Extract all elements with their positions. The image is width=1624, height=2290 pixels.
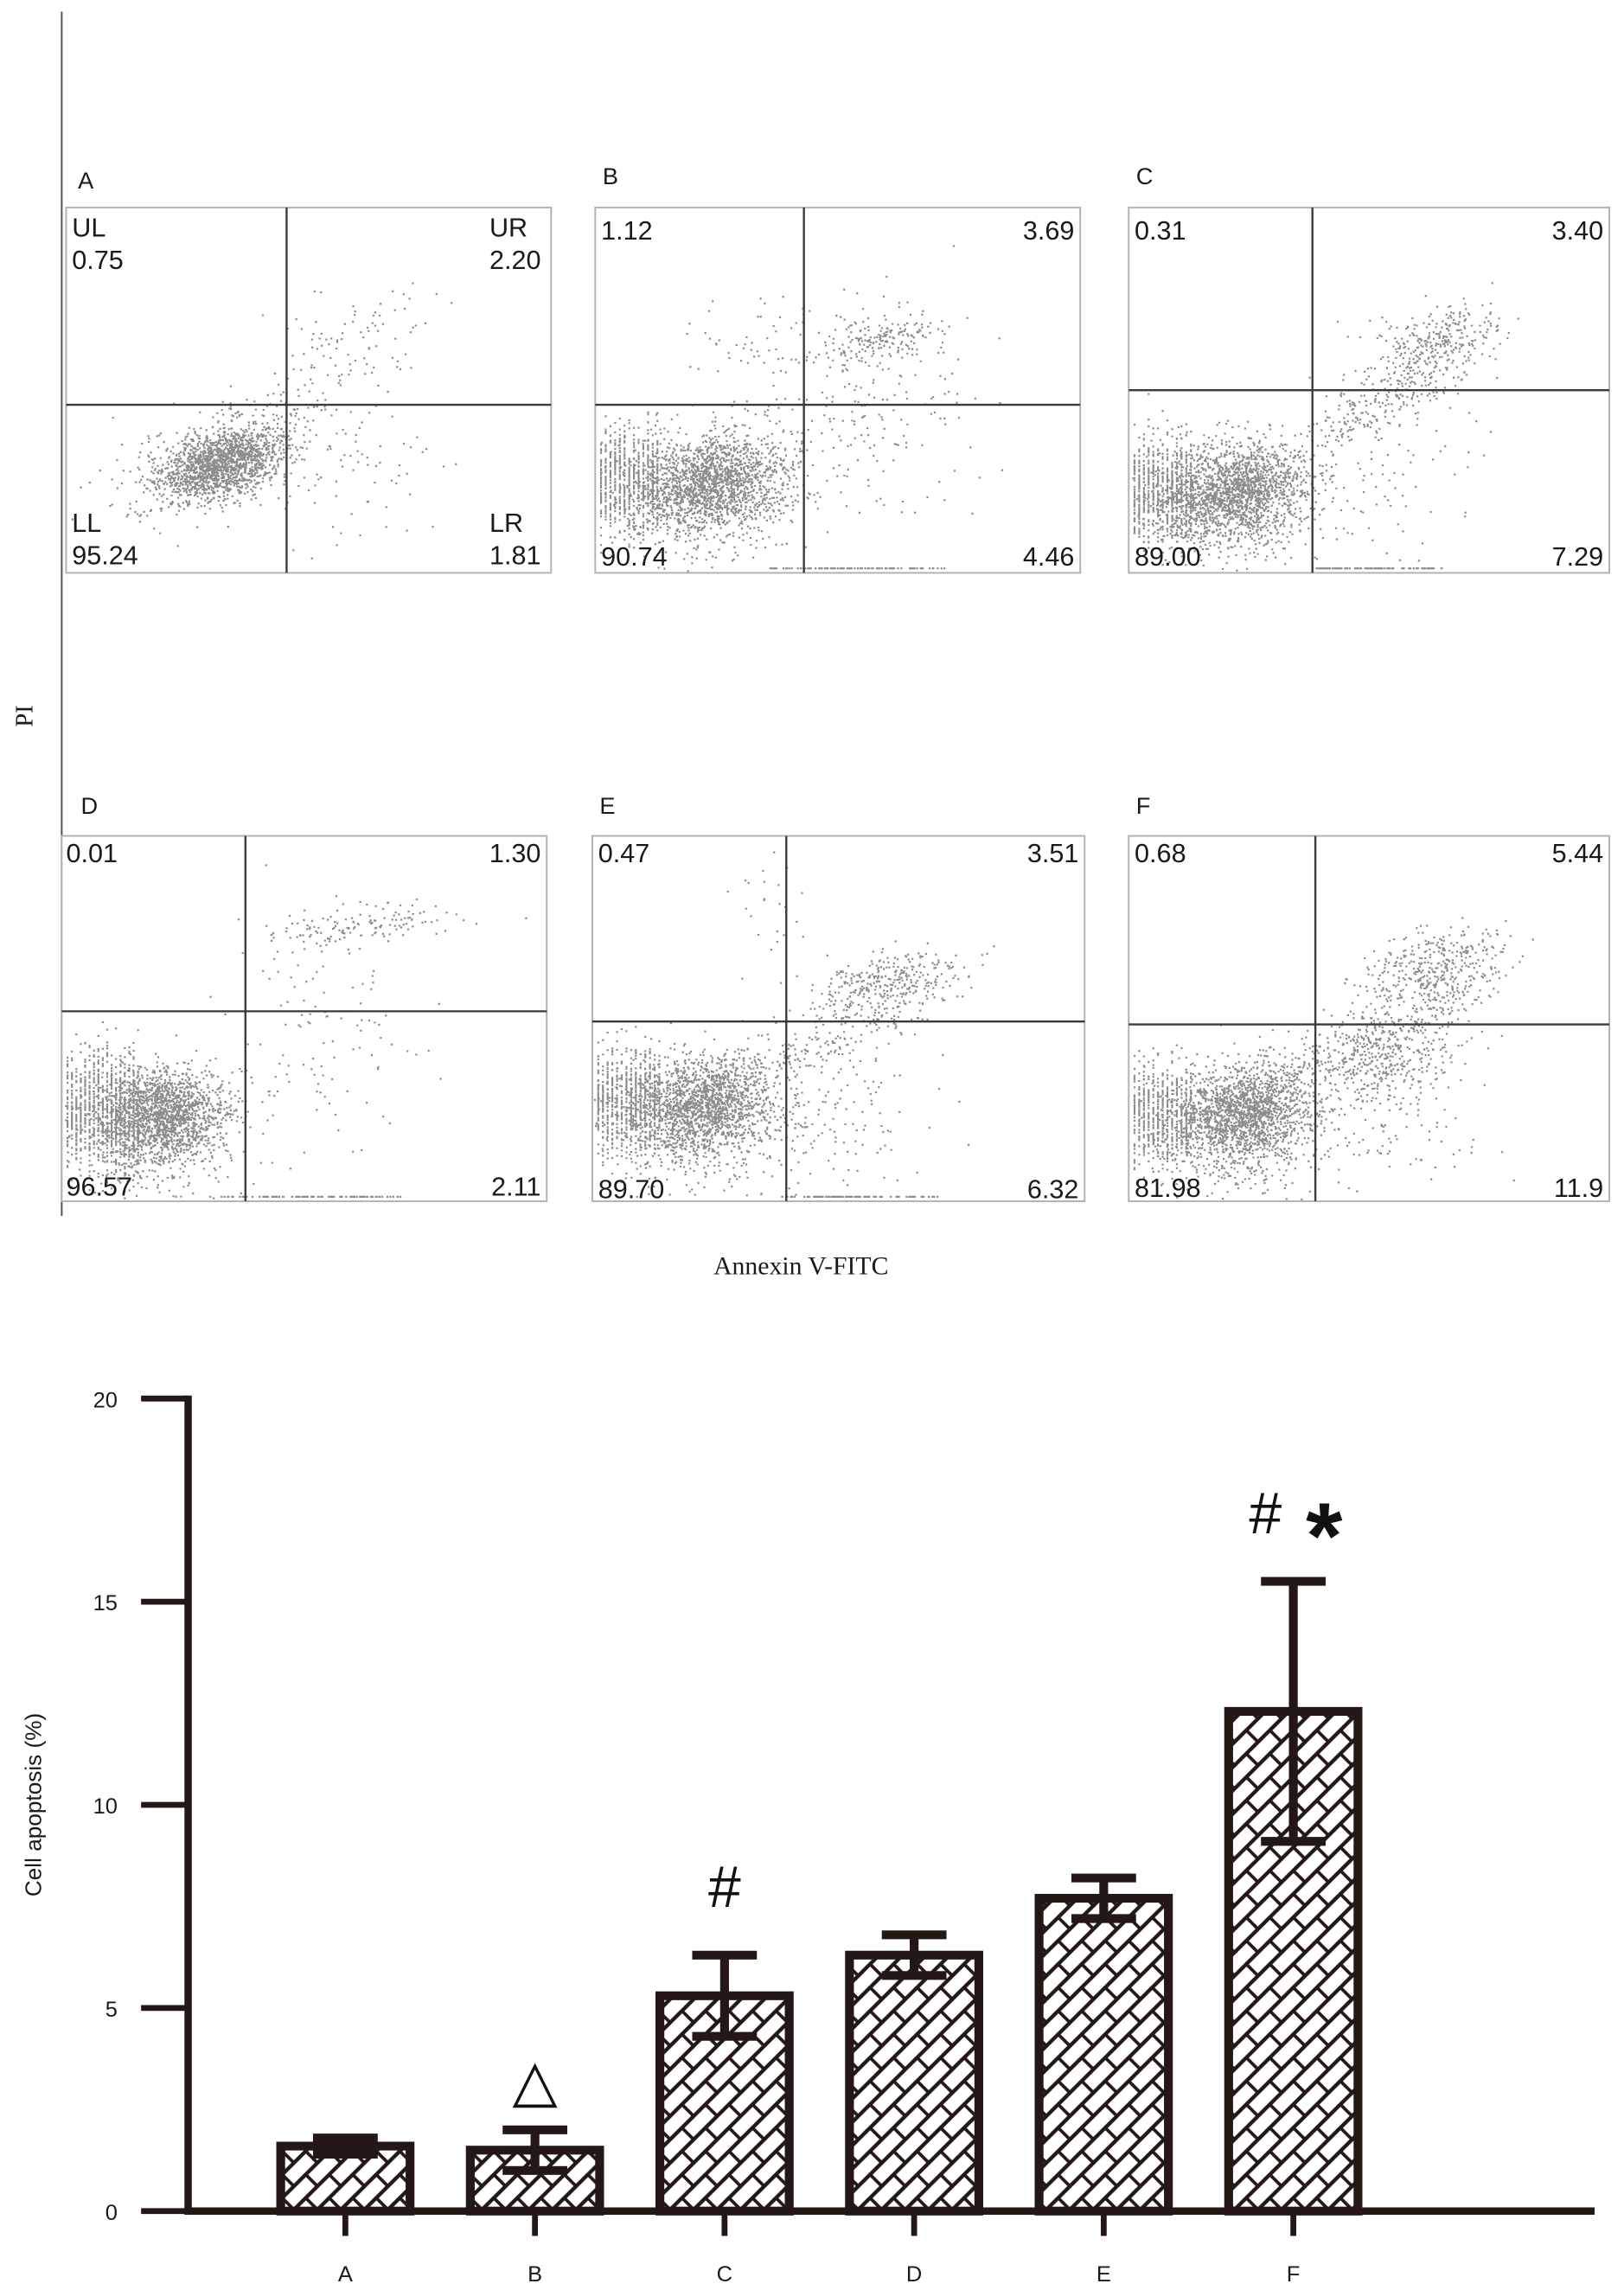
quadrant-value-ll: 90.74 [601, 542, 668, 572]
quadrant-value-ul: 1.12 [601, 216, 653, 246]
y-tick-label: 10 [93, 1794, 118, 1819]
x-tick-label: E [1097, 2262, 1111, 2287]
quadrant-value-ur: 5.44 [1552, 839, 1604, 868]
panel-C: C 0.31 3.40 89.00 7.29 [1128, 163, 1611, 574]
quadrant-value-ur: 3.40 [1552, 216, 1604, 246]
quadrant-value-ul: 0.31 [1135, 216, 1186, 246]
quadrant-value-lr: 7.29 [1552, 542, 1604, 572]
panel-label: C [1136, 163, 1154, 189]
error-bar-D [881, 1930, 947, 1980]
panel-frame [591, 835, 1086, 1203]
y-tick-label: 15 [93, 1591, 118, 1615]
significance-mark-F: # [1249, 1481, 1282, 1546]
panel-label: B [603, 163, 618, 189]
event-dots [1133, 917, 1534, 1201]
quadrant-value-ll: 89.70 [598, 1175, 665, 1205]
panel-frame [1128, 835, 1611, 1203]
quadrant-value-lr: 4.46 [1023, 542, 1075, 572]
quadrant-value-ul: 0.68 [1135, 839, 1186, 868]
panel-label: F [1136, 792, 1151, 819]
quadrant-value-ul: 0.75 [72, 246, 124, 275]
quadrant-name-ul: UL [72, 214, 105, 243]
y-tick-label: 5 [105, 1998, 118, 2022]
significance-mark-C: # [708, 1855, 741, 1920]
error-bars [313, 1577, 1326, 2175]
panel-label: D [80, 792, 98, 819]
significance-annotations: △ # # * [512, 1481, 1343, 2114]
y-tick-label: 20 [93, 1388, 118, 1412]
quadrant-value-lr: 11.9 [1554, 1174, 1603, 1203]
error-bar-B [502, 2125, 568, 2175]
panel-B: B 1.12 3.69 90.74 4.46 [594, 163, 1082, 574]
quadrant-name-ur: UR [489, 214, 527, 243]
flow-x-axis-label: Annexin V-FITC [713, 1253, 888, 1281]
x-tick-label: D [906, 2262, 922, 2287]
flow-y-axis-label: PI [10, 705, 38, 727]
panel-D: D 0.01 1.30 96.57 2.11 [61, 792, 548, 1203]
quadrant-value-ll: 81.98 [1135, 1174, 1201, 1203]
quadrant-value-ll: 89.00 [1135, 542, 1201, 572]
bar-chart: Cell apoptosis (%) 0 5 10 15 20 A B C D E F △ # # * [21, 1388, 1595, 2287]
panel-frame [65, 206, 553, 574]
quadrant-value-ul: 0.47 [598, 839, 650, 868]
error-bar-F [1261, 1577, 1326, 1846]
x-tick-label: C [717, 2262, 732, 2287]
bar-axes: 0 5 10 15 20 A B C D E F [93, 1388, 1595, 2287]
quadrant-value-ll: 95.24 [72, 541, 138, 570]
quadrant-value-ll: 96.57 [66, 1172, 132, 1201]
bar-y-axis-label: Cell apoptosis (%) [21, 1713, 47, 1897]
quadrant-value-ur: 2.20 [489, 246, 541, 275]
event-dots [593, 851, 995, 1199]
bars [276, 1706, 1363, 2216]
error-bar-A [313, 2133, 378, 2159]
error-bar-C [692, 1950, 758, 2041]
quadrant-value-ur: 1.30 [489, 839, 541, 868]
quadrant-name-ll: LL [72, 509, 101, 538]
panel-F: F 0.68 5.44 81.98 11.9 [1128, 792, 1611, 1203]
flow-cytometry-panels: PI Annexin V-FITC A UL 0.75 UR 2.20 LL 95.24 LR… [10, 11, 1611, 1281]
bar-E [1034, 1893, 1173, 2216]
panel-grid: A UL 0.75 UR 2.20 LL 95.24 LR 1.81 B 1.12 3.69 90.74… [61, 163, 1611, 1205]
y-tick-label: 0 [105, 2201, 118, 2225]
x-tick-label: A [338, 2262, 353, 2287]
quadrant-value-lr: 6.32 [1027, 1175, 1079, 1205]
event-dots [1132, 282, 1519, 572]
significance-mark-F: * [1306, 1484, 1343, 1589]
panel-label: A [78, 167, 94, 194]
quadrant-value-ur: 3.69 [1023, 216, 1075, 246]
quadrant-value-lr: 1.81 [489, 541, 541, 570]
quadrant-value-lr: 2.11 [491, 1172, 540, 1201]
x-tick-label: F [1287, 2262, 1301, 2287]
event-dots [65, 864, 527, 1199]
x-tick-label: B [527, 2262, 542, 2287]
significance-mark-B: △ [512, 2046, 557, 2114]
bar-D [845, 1950, 983, 2216]
panel-label: E [599, 792, 615, 819]
quadrant-value-ul: 0.01 [66, 839, 118, 868]
panel-E: E 0.47 3.51 89.70 6.32 [591, 792, 1086, 1205]
panel-A: A UL 0.75 UR 2.20 LL 95.24 LR 1.81 [65, 167, 553, 574]
quadrant-name-lr: LR [489, 509, 523, 538]
quadrant-value-ur: 3.51 [1027, 839, 1079, 868]
error-bar-E [1071, 1873, 1136, 1923]
panel-frame [594, 206, 1082, 574]
